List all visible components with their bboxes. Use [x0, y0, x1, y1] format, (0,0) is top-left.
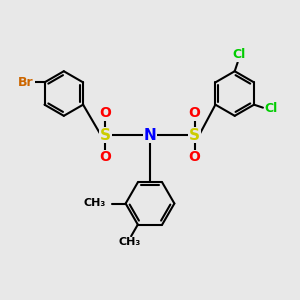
Text: O: O: [100, 150, 111, 164]
Text: N: N: [144, 128, 156, 142]
Text: O: O: [100, 106, 111, 120]
Text: CH₃: CH₃: [118, 237, 141, 247]
Text: CH₃: CH₃: [83, 199, 106, 208]
Text: S: S: [189, 128, 200, 142]
Text: S: S: [100, 128, 111, 142]
Text: Br: Br: [18, 76, 34, 89]
Text: Cl: Cl: [232, 48, 246, 62]
Text: O: O: [189, 150, 200, 164]
Text: O: O: [189, 106, 200, 120]
Text: Cl: Cl: [265, 102, 278, 115]
